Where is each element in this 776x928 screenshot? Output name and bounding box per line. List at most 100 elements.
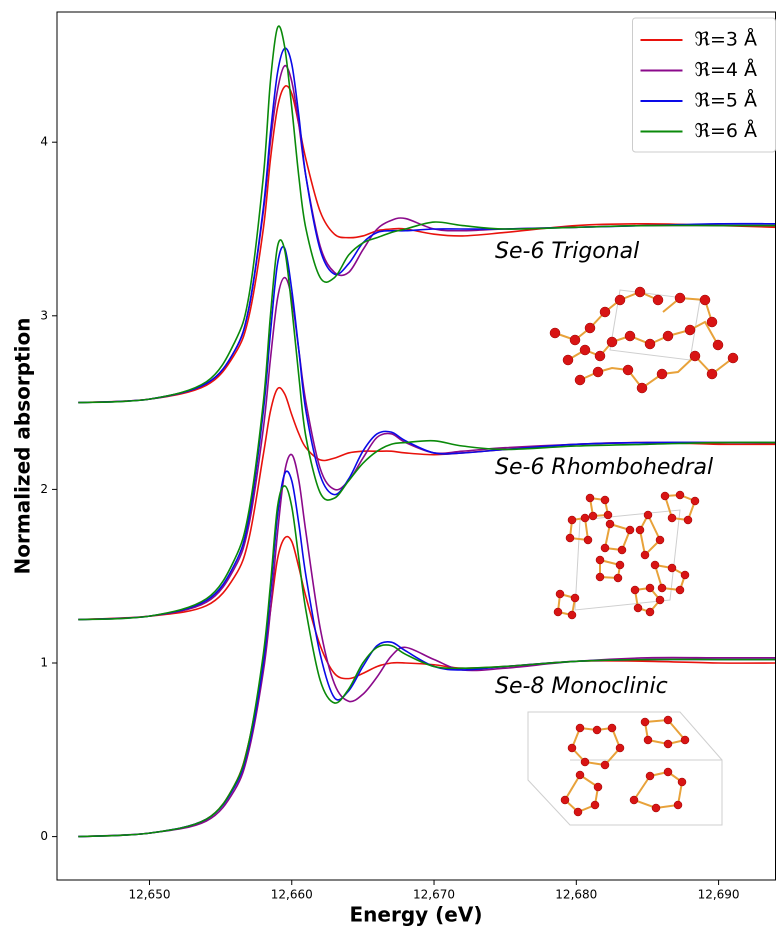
atom xyxy=(643,510,653,520)
y-tick-label: 4 xyxy=(40,135,48,149)
atom xyxy=(570,593,580,603)
unit-cell xyxy=(527,711,723,826)
bond-chain xyxy=(567,320,719,361)
series-line xyxy=(78,470,776,838)
series-line xyxy=(78,25,776,404)
atom xyxy=(600,760,610,770)
x-tick-label: 12,680 xyxy=(555,888,597,902)
atom xyxy=(584,322,596,334)
atom xyxy=(684,324,696,336)
atom xyxy=(636,382,648,394)
atoms xyxy=(553,490,700,620)
atom xyxy=(680,735,690,745)
monoclinic-structure xyxy=(527,711,723,826)
atom xyxy=(667,513,677,523)
rhombohedral-structure xyxy=(553,490,700,620)
atom xyxy=(615,743,625,753)
atom xyxy=(630,585,640,595)
atom xyxy=(567,610,577,620)
annotation: Se-8 Monoclinic xyxy=(495,674,668,699)
x-tick-label: 12,670 xyxy=(413,888,455,902)
atom xyxy=(690,496,700,506)
atom xyxy=(675,585,685,595)
atom xyxy=(613,573,623,583)
bond-chain xyxy=(662,296,713,323)
atom xyxy=(673,800,683,810)
atom xyxy=(662,330,674,342)
annotation: Se-6 Trigonal xyxy=(495,239,639,264)
trigonal-structure xyxy=(549,286,739,394)
atom xyxy=(580,513,590,523)
series-line xyxy=(78,276,776,621)
atom xyxy=(606,336,618,348)
atom xyxy=(643,735,653,745)
atom xyxy=(635,525,645,535)
legend-label: ℜ=3 Å xyxy=(695,28,758,51)
plot-lines xyxy=(78,25,776,838)
atom xyxy=(634,286,646,298)
atom xyxy=(549,327,561,339)
atom xyxy=(592,366,604,378)
bond-chain xyxy=(579,354,734,390)
atom xyxy=(562,354,574,366)
atom xyxy=(706,368,718,380)
atom xyxy=(603,510,613,520)
atom xyxy=(689,350,701,362)
atom xyxy=(588,511,598,521)
atom xyxy=(667,563,677,573)
atom xyxy=(655,595,665,605)
x-tick-label: 12,690 xyxy=(698,888,740,902)
series-line xyxy=(78,239,776,621)
atom xyxy=(640,550,650,560)
atom xyxy=(629,795,639,805)
atom xyxy=(565,533,575,543)
legend-label: ℜ=6 Å xyxy=(695,119,758,142)
atom xyxy=(600,495,610,505)
atom xyxy=(651,803,661,813)
atom xyxy=(624,330,636,342)
series-line xyxy=(78,386,776,621)
atom xyxy=(655,535,665,545)
atom xyxy=(712,339,724,351)
bond-ring xyxy=(638,514,662,558)
atom xyxy=(645,607,655,617)
y-tick-label: 1 xyxy=(40,656,48,670)
atom xyxy=(622,364,634,376)
atom xyxy=(683,515,693,525)
atom xyxy=(567,743,577,753)
y-tick-label: 2 xyxy=(40,482,48,496)
atom xyxy=(607,723,617,733)
atom xyxy=(593,782,603,792)
atom xyxy=(680,570,690,580)
y-tick-label: 0 xyxy=(40,829,48,843)
atom xyxy=(614,294,626,306)
atom xyxy=(645,771,655,781)
atom xyxy=(645,583,655,593)
legend-label: ℜ=5 Å xyxy=(695,89,758,112)
atom xyxy=(663,715,673,725)
atom xyxy=(663,767,673,777)
atom xyxy=(590,800,600,810)
series-line xyxy=(78,85,776,404)
atom xyxy=(674,292,686,304)
atom xyxy=(575,770,585,780)
atom xyxy=(706,316,718,328)
atom xyxy=(553,607,563,617)
atom xyxy=(640,717,650,727)
series-line xyxy=(78,245,776,621)
atom xyxy=(560,795,570,805)
unit-cell xyxy=(574,509,681,611)
atom xyxy=(567,515,577,525)
atom xyxy=(677,777,687,787)
atom xyxy=(625,525,635,535)
atom xyxy=(660,491,670,501)
atom xyxy=(633,603,643,613)
atom xyxy=(575,723,585,733)
atom xyxy=(573,807,583,817)
atom xyxy=(595,555,605,565)
atom xyxy=(599,306,611,318)
atom xyxy=(579,344,591,356)
series-line xyxy=(78,485,776,838)
atom xyxy=(594,350,606,362)
